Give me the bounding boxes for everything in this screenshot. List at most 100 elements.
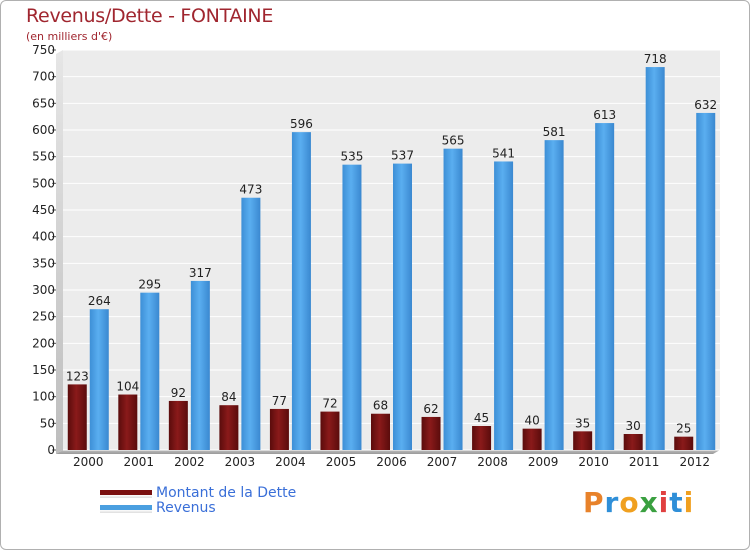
value-label-dette: 72 xyxy=(322,397,337,411)
legend-label-debt: Montant de la Dette xyxy=(156,485,297,501)
value-label-dette: 45 xyxy=(474,411,489,425)
x-tick-label: 2006 xyxy=(376,455,407,469)
value-label-revenus: 264 xyxy=(88,294,111,308)
x-tick-label: 2011 xyxy=(629,455,660,469)
y-tick-label: 200 xyxy=(32,336,55,350)
x-tick-label: 2012 xyxy=(679,455,710,469)
bar-dette xyxy=(623,434,643,450)
plot-area xyxy=(63,50,720,450)
bar-dette xyxy=(421,416,441,450)
plot-side-wall xyxy=(56,50,63,454)
logo-letter: x xyxy=(639,486,659,519)
y-tick-label: 500 xyxy=(32,176,55,190)
logo-letter: i xyxy=(658,486,670,519)
chart-subtitle: (en milliers d'€) xyxy=(26,30,113,43)
value-label-dette: 68 xyxy=(373,399,388,413)
bar-revenus xyxy=(241,197,261,450)
bar-dette xyxy=(67,384,87,450)
value-labels: 123 264 104 295 92 317 84 473 77 596 72 535 68 537 62 5… xyxy=(66,52,717,436)
x-tick-label: 2007 xyxy=(427,455,458,469)
y-tick-label: 350 xyxy=(32,256,55,270)
value-label-dette: 40 xyxy=(524,414,539,428)
value-label-revenus: 295 xyxy=(138,278,161,292)
y-tick-label: 700 xyxy=(32,70,55,84)
logo-letter: r xyxy=(604,486,620,519)
logo-letter: i xyxy=(683,486,695,519)
bar-dette xyxy=(168,400,188,450)
proxiti-logo: Proxiti xyxy=(583,486,694,519)
value-label-revenus: 537 xyxy=(391,149,414,163)
value-label-revenus: 596 xyxy=(290,117,313,131)
value-label-revenus: 581 xyxy=(543,125,566,139)
value-label-revenus: 317 xyxy=(189,266,212,280)
x-tick-label: 2009 xyxy=(528,455,559,469)
value-label-dette: 84 xyxy=(221,390,236,404)
bar-revenus xyxy=(443,148,463,450)
y-tick-label: 550 xyxy=(32,150,55,164)
value-label-dette: 30 xyxy=(626,419,641,433)
value-label-dette: 62 xyxy=(423,402,438,416)
x-tick-label: 2003 xyxy=(225,455,256,469)
bar-dette xyxy=(371,413,390,450)
value-label-dette: 123 xyxy=(66,369,89,383)
legend-swatch-revenus xyxy=(100,505,152,513)
bar-revenus xyxy=(645,67,665,451)
bar-revenus xyxy=(494,161,514,450)
y-tick-label: 150 xyxy=(32,363,55,377)
y-tick-label: 650 xyxy=(32,96,55,110)
bar-revenus xyxy=(89,309,109,450)
bar-dette xyxy=(573,431,593,450)
bar-revenus xyxy=(393,163,412,450)
y-tick-label: 100 xyxy=(32,390,55,404)
x-tick-label: 2000 xyxy=(73,455,104,469)
bar-dette xyxy=(118,394,138,450)
legend-swatch-debt xyxy=(100,490,152,498)
bar-dette xyxy=(674,436,694,450)
logo-letter: o xyxy=(619,486,640,519)
x-tick-label: 2004 xyxy=(275,455,306,469)
x-axis-ticks: 2000 2001 2002 2003 2004 2005 2006 2007 2008 2009… xyxy=(73,455,710,469)
bar-dette xyxy=(472,426,492,450)
y-tick-label: 600 xyxy=(32,123,55,137)
x-tick-label: 2002 xyxy=(174,455,205,469)
y-tick-label: 450 xyxy=(32,203,55,217)
legend-label-revenus: Revenus xyxy=(156,500,216,516)
bars xyxy=(67,67,716,451)
value-label-dette: 25 xyxy=(676,422,691,436)
y-tick-label: 400 xyxy=(32,230,55,244)
y-tick-label: 50 xyxy=(40,416,55,430)
value-label-revenus: 565 xyxy=(442,134,465,148)
value-label-dette: 35 xyxy=(575,416,590,430)
value-label-dette: 104 xyxy=(116,380,139,394)
value-label-revenus: 632 xyxy=(694,98,717,112)
bar-revenus xyxy=(190,280,210,450)
bar-revenus xyxy=(342,164,362,450)
value-label-revenus: 473 xyxy=(239,183,262,197)
bar-revenus xyxy=(544,140,564,450)
bar-dette xyxy=(269,408,289,450)
y-tick-label: 0 xyxy=(47,443,55,457)
y-axis-ticks: 0 50 100 150 200 250 300 350 400 450 500 550 600 650 7… xyxy=(32,43,56,457)
plot-floor xyxy=(56,450,720,454)
x-tick-label: 2010 xyxy=(578,455,609,469)
bar-dette xyxy=(320,411,340,450)
value-label-revenus: 613 xyxy=(593,108,616,122)
bar-revenus xyxy=(291,132,311,450)
logo-letter: P xyxy=(583,486,605,519)
value-label-dette: 77 xyxy=(272,394,287,408)
bar-dette xyxy=(522,428,542,450)
y-tick-label: 250 xyxy=(32,310,55,324)
bar-dette xyxy=(219,405,239,450)
value-label-revenus: 718 xyxy=(644,52,667,66)
bar-revenus xyxy=(696,112,716,450)
x-tick-label: 2005 xyxy=(326,455,357,469)
x-tick-label: 2008 xyxy=(477,455,508,469)
logo-letter: t xyxy=(669,486,684,519)
bar-revenus xyxy=(140,292,160,450)
x-tick-label: 2001 xyxy=(124,455,155,469)
value-label-dette: 92 xyxy=(171,386,186,400)
value-label-revenus: 541 xyxy=(492,146,515,160)
value-label-revenus: 535 xyxy=(341,150,364,164)
y-tick-label: 750 xyxy=(32,43,55,57)
